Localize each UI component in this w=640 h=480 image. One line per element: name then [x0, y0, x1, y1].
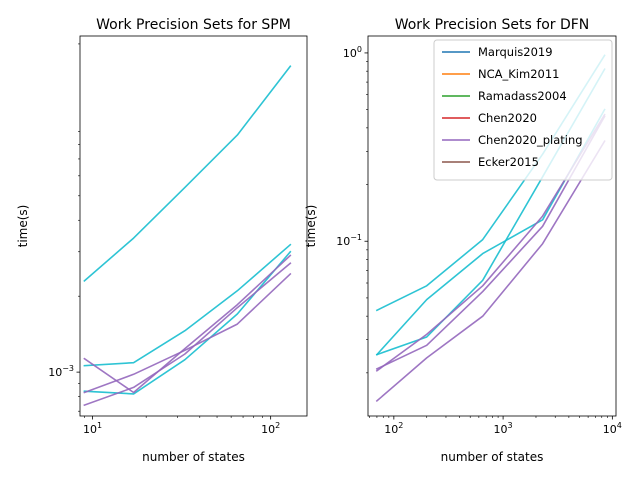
- x-tick-base: 10: [603, 423, 617, 436]
- x-tick-exponent: 2: [398, 421, 403, 430]
- x-tick-base: 10: [83, 423, 97, 436]
- x-tick-base: 10: [261, 423, 275, 436]
- x-tick-label: 102: [261, 421, 280, 436]
- legend-label: Chen2020: [478, 111, 537, 125]
- series-line-2: [83, 243, 292, 367]
- axes-frame: [79, 35, 308, 417]
- series-line-5: [83, 272, 292, 394]
- y-tick-exponent: −1: [350, 233, 362, 242]
- series-line-4: [375, 113, 606, 372]
- x-tick-exponent: 2: [275, 421, 280, 430]
- series-line-1: [83, 65, 292, 283]
- x-axis-label: number of states: [142, 450, 245, 464]
- x-tick-label: 102: [384, 421, 403, 436]
- legend: Marquis2019 NCA_Kim2011 Ramadass2004 Chen20…: [433, 39, 613, 181]
- legend-label: Ecker2015: [478, 155, 539, 169]
- x-tick-exponent: 4: [617, 421, 622, 430]
- x-tick-label: 103: [494, 421, 513, 436]
- y-tick-exponent: −3: [62, 364, 74, 373]
- x-tick-exponent: 3: [508, 421, 513, 430]
- x-axis-label: number of states: [441, 450, 544, 464]
- chart-title: Work Precision Sets for DFN: [395, 17, 590, 33]
- y-tick-base: 10: [343, 47, 357, 60]
- legend-box: [433, 39, 613, 181]
- x-tick-label: 101: [83, 421, 102, 436]
- chart-title: Work Precision Sets for SPM: [96, 17, 291, 33]
- legend-label: Marquis2019: [478, 45, 553, 59]
- y-tick-label: 10−1: [336, 233, 362, 248]
- y-tick-base: 10: [48, 366, 62, 379]
- series-line-3: [83, 250, 292, 395]
- y-tick-label: 10−3: [48, 364, 74, 379]
- y-tick-exponent: 0: [357, 45, 362, 54]
- y-tick-base: 10: [336, 235, 350, 248]
- x-tick-label: 104: [603, 421, 622, 436]
- legend-label: Chen2020_plating: [478, 133, 583, 147]
- x-tick-base: 10: [494, 423, 508, 436]
- y-axis-label: time(s): [16, 205, 30, 248]
- y-axis-label: time(s): [304, 205, 318, 248]
- y-tick-label: 100: [343, 45, 362, 60]
- x-tick-exponent: 1: [97, 421, 102, 430]
- series-line-4: [83, 254, 292, 394]
- axes-frame: [367, 35, 617, 417]
- series-line-6: [375, 140, 606, 403]
- x-tick-base: 10: [384, 423, 398, 436]
- legend-label: NCA_Kim2011: [478, 67, 559, 81]
- series-line-6: [83, 262, 292, 407]
- legend-label: Ramadass2004: [478, 89, 567, 103]
- series-line-5: [375, 115, 606, 370]
- series-lines: [83, 65, 292, 407]
